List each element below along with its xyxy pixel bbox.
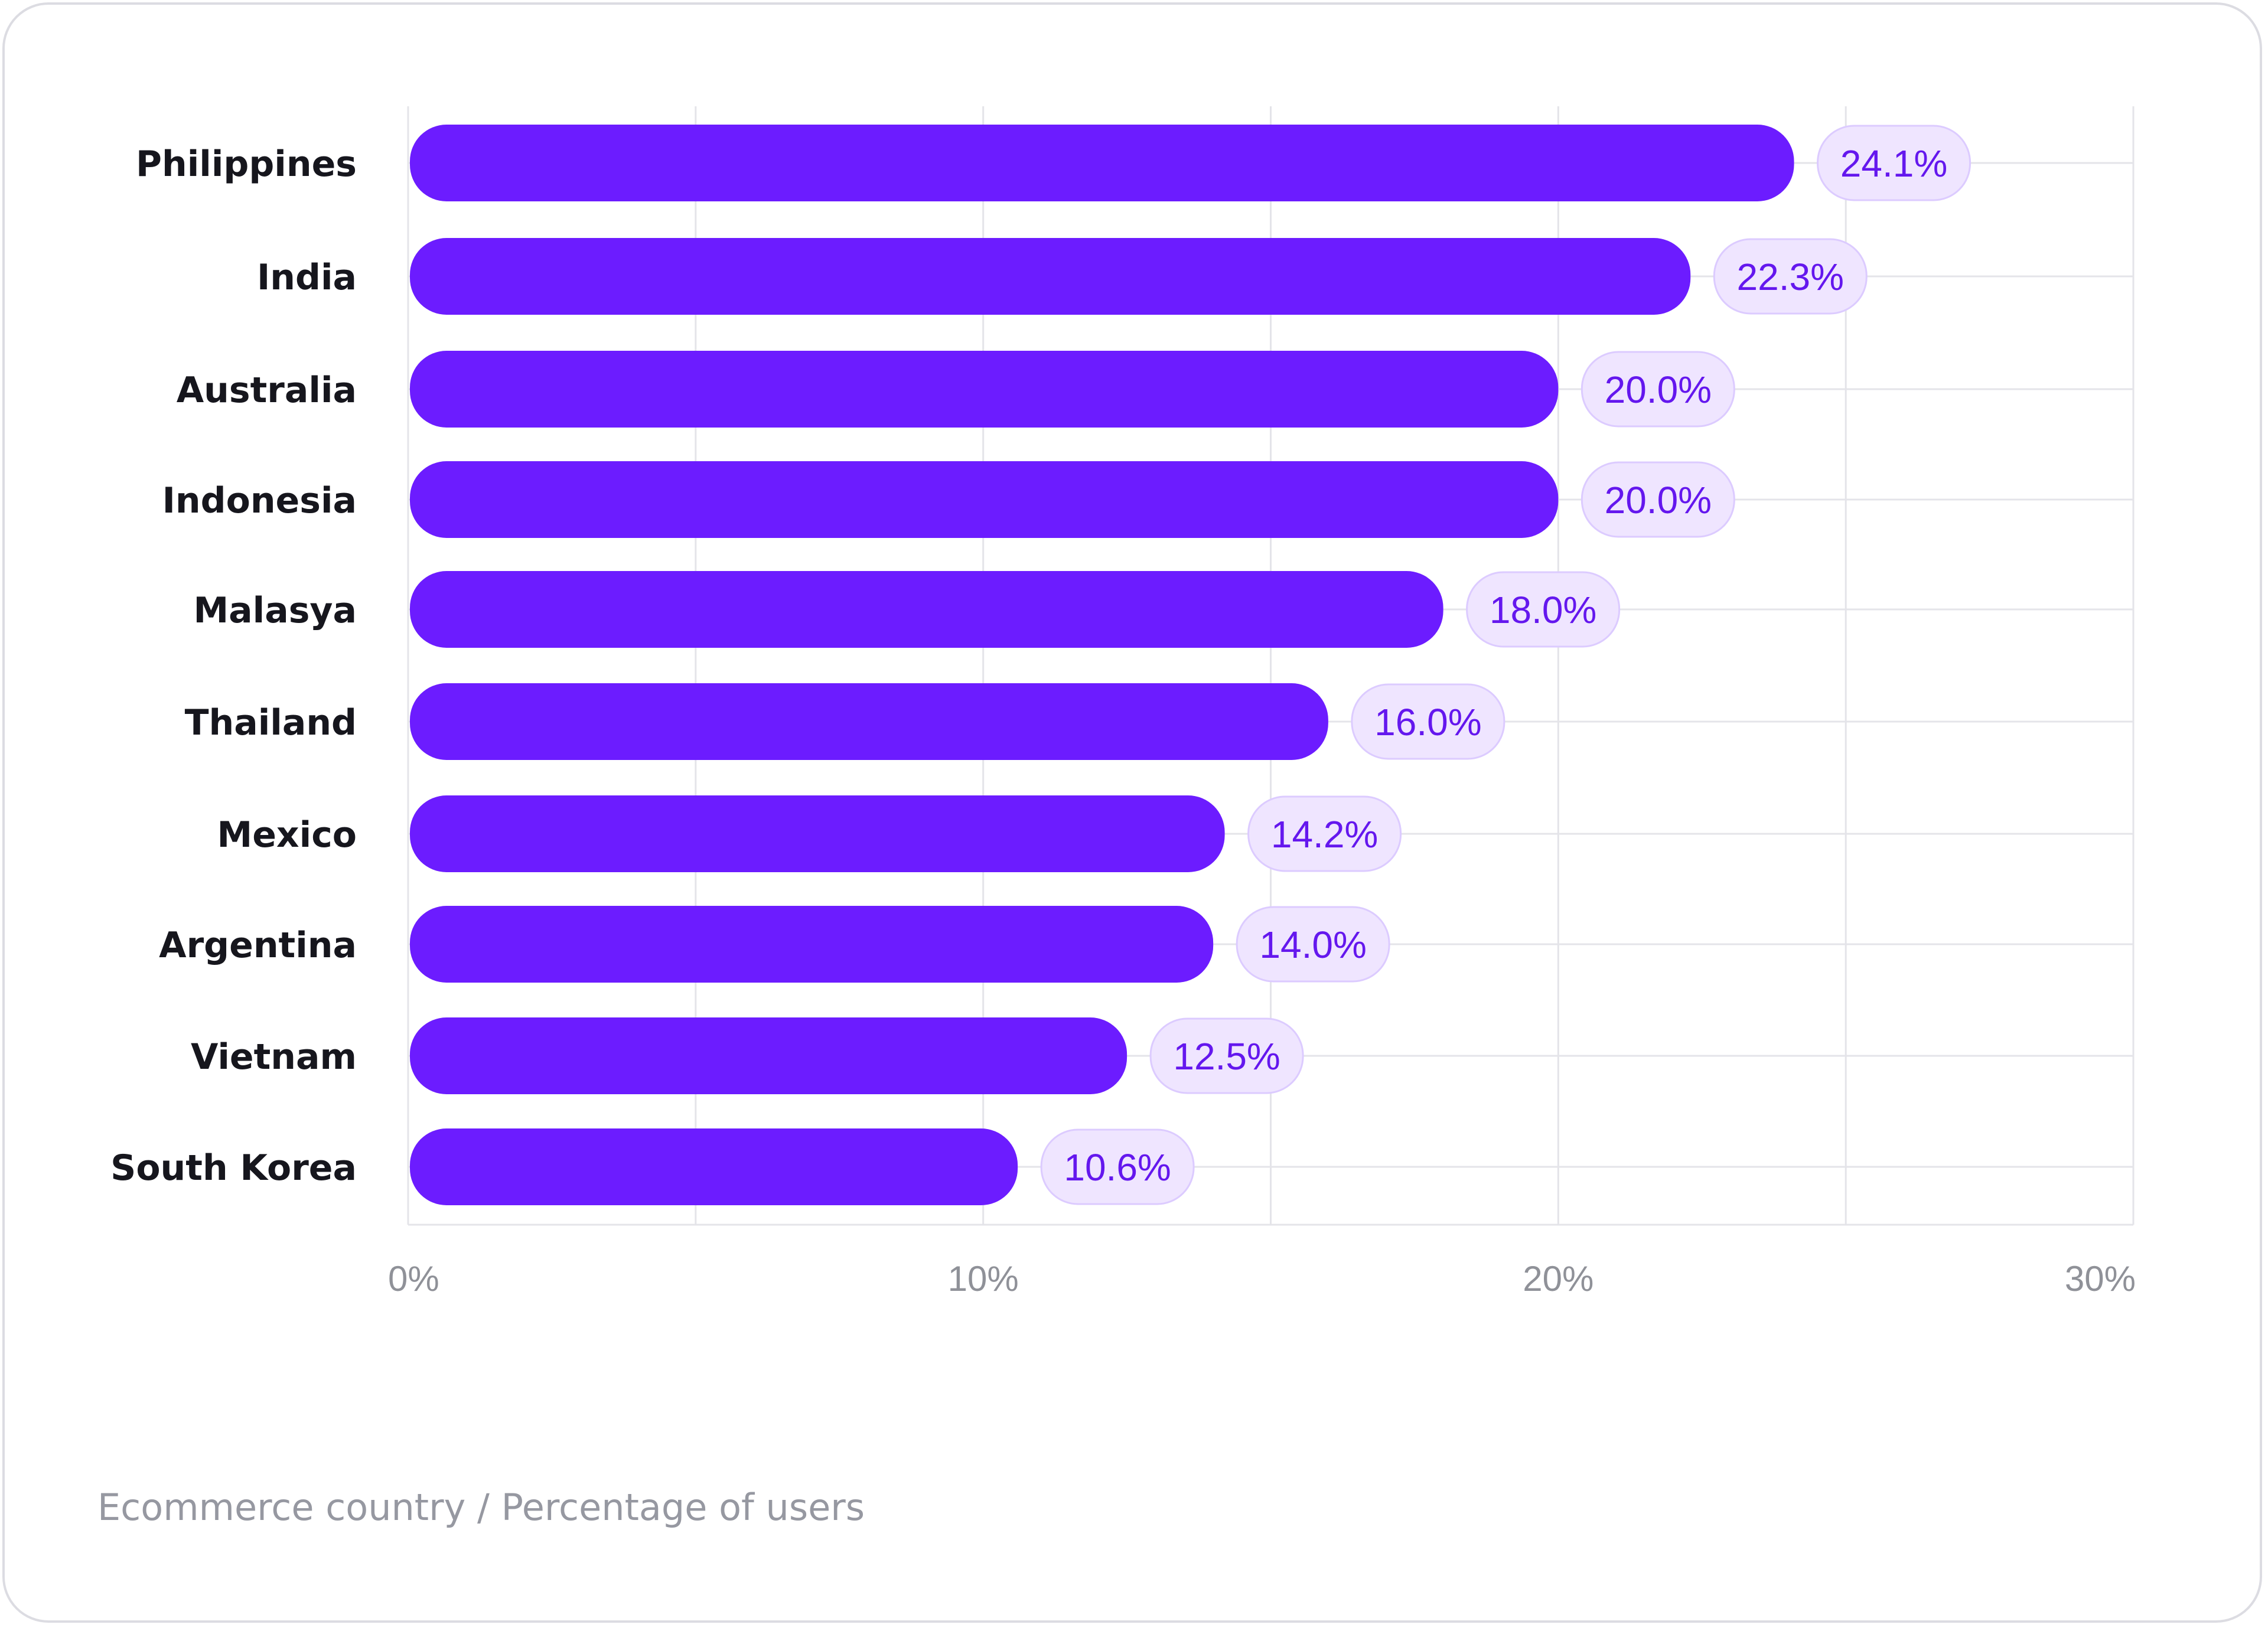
category-label: Malasya <box>193 590 357 631</box>
value-label: 24.1% <box>1840 142 1947 185</box>
x-tick-label: 30% <box>2065 1259 2136 1299</box>
bar-chart: Philippines 24.1% India 22.3% Australia 20.0%… <box>110 106 2136 1299</box>
value-pill <box>1040 1128 1195 1205</box>
x-tick-label: 0% <box>388 1259 439 1299</box>
category-label: Philippines <box>136 143 357 185</box>
value-pill <box>1351 683 1506 760</box>
value-label: 22.3% <box>1737 256 1844 298</box>
value-label: 10.6% <box>1064 1146 1171 1189</box>
bar <box>410 571 1443 648</box>
value-pill <box>1817 125 1972 201</box>
bar <box>410 351 1559 428</box>
value-label: 20.0% <box>1605 368 1712 411</box>
value-label: 14.2% <box>1271 813 1378 856</box>
value-pill <box>1581 351 1735 428</box>
value-pill <box>1247 795 1402 872</box>
value-pill <box>1581 461 1735 538</box>
value-pill <box>1713 238 1868 315</box>
bars: Philippines 24.1% India 22.3% Australia 20.0%… <box>110 125 1972 1205</box>
category-label: Indonesia <box>162 480 357 521</box>
x-axis-ticks: 0% 10% 20% 30% <box>388 1259 2136 1299</box>
value-pill <box>1149 1017 1304 1094</box>
chart-caption: Ecommerce country / Percentage of users <box>97 1486 865 1529</box>
value-pill <box>1236 906 1390 983</box>
bar <box>410 238 1691 315</box>
category-label: South Korea <box>110 1147 357 1189</box>
category-label: India <box>257 257 357 298</box>
category-label: Argentina <box>159 925 357 966</box>
value-label: 12.5% <box>1173 1035 1280 1078</box>
category-label: Vietnam <box>191 1036 357 1078</box>
value-pill <box>1466 571 1621 648</box>
category-label: Thailand <box>185 702 357 743</box>
x-tick-label: 10% <box>948 1259 1019 1299</box>
category-label: Mexico <box>217 814 357 856</box>
value-label: 14.0% <box>1259 924 1366 966</box>
bar <box>410 683 1328 760</box>
category-label: Australia <box>177 370 357 411</box>
x-tick-label: 20% <box>1523 1259 1594 1299</box>
bar <box>410 125 1794 201</box>
bar <box>410 1017 1128 1094</box>
value-label: 20.0% <box>1605 479 1712 521</box>
bar <box>410 795 1225 872</box>
bar <box>410 1128 1018 1205</box>
bar <box>410 461 1559 538</box>
value-label: 18.0% <box>1490 589 1596 631</box>
value-label: 16.0% <box>1374 701 1481 743</box>
bar <box>410 906 1214 983</box>
